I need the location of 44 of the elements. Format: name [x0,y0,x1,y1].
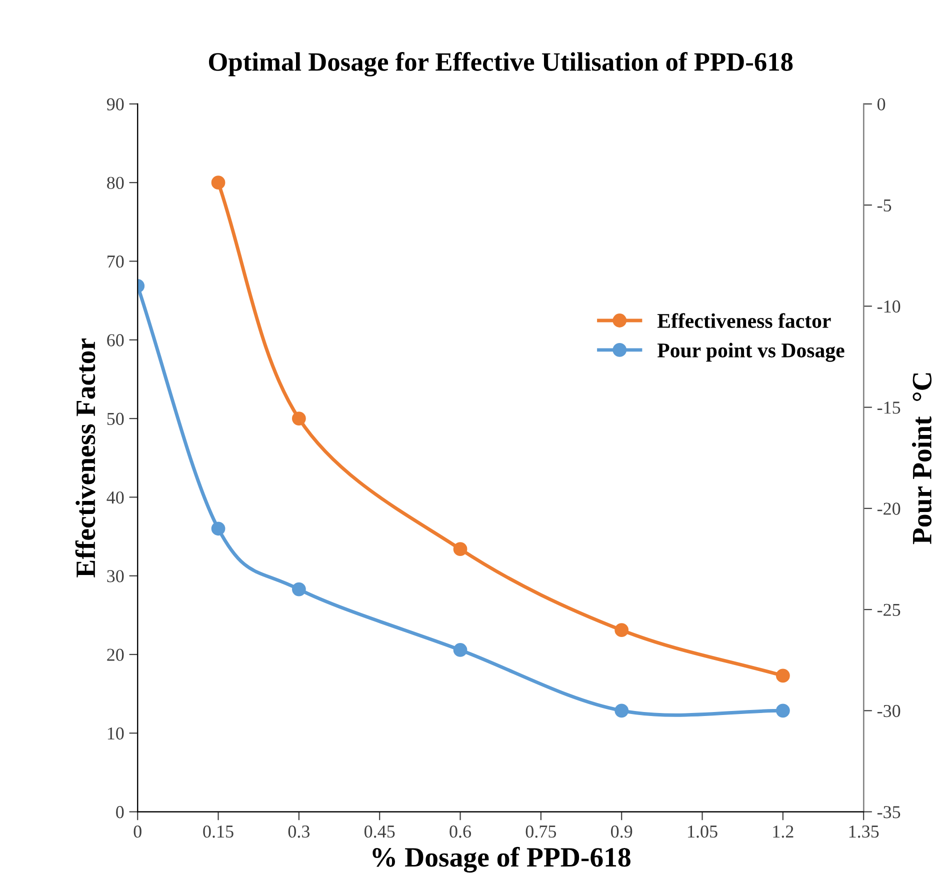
y-tick-label: 40 [106,491,124,504]
x-tick-label: 0 [134,825,142,838]
point [453,542,468,556]
y-axis-title: Effectiveness Factor [75,338,96,578]
y2-tick-label: -25 [877,604,900,616]
y-tick-label: 20 [107,648,124,661]
y-tick-label: 30 [107,570,124,582]
x-tick-label: 0.45 [364,825,395,838]
y-tick-label: 10 [108,727,124,740]
y2-tick-label: 0 [877,98,886,110]
point [776,704,790,718]
y-tick-label: 90 [106,98,124,110]
x-tick-label: 0.75 [526,825,556,838]
point [211,522,226,536]
x-tick-label: 1.35 [849,826,879,838]
y-tick-label: 50 [107,412,124,425]
point [453,643,468,657]
legend-label: Effectiveness factor [657,313,831,328]
chart-title: Optimal Dosage for Effective Utilisation of PPD-618 [208,52,793,76]
y2-tick-label: -10 [877,300,900,313]
y-tick-label: 60 [107,334,124,346]
point [292,412,306,426]
x-tick-label: 1.05 [688,825,718,838]
point [776,668,790,683]
y2-tick-label: -30 [877,704,900,718]
x-axis-title: % Dosage of PPD-618 [372,846,630,873]
point [614,623,629,638]
x-tick-label: 0.3 [288,825,310,838]
x-tick-label: 0.9 [611,825,632,838]
y2-axis-title: Pour Point °C [912,373,932,544]
y2-tick-label: -35 [877,806,900,818]
point [211,176,226,190]
y-tick-label: 80 [107,176,124,190]
y2-tick-label: -15 [877,402,900,414]
y-tick-label: 0 [116,806,124,818]
y2-tick-label: -5 [877,199,892,212]
point [614,704,629,718]
point [292,582,306,596]
y-tick-label: 70 [108,255,124,268]
legend-label: Pour point vs Dosage [657,342,844,362]
x-tick-label: 1.2 [773,826,794,838]
x-tick-label: 0.6 [450,825,472,838]
y2-tick-label: -20 [877,502,900,515]
x-tick-label: 0.15 [203,825,234,838]
